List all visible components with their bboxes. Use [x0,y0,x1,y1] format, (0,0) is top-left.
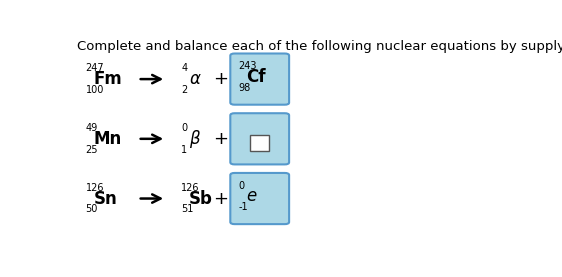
Text: Complete and balance each of the following nuclear equations by supplying the mi: Complete and balance each of the followi… [77,40,562,53]
Text: 98: 98 [238,83,251,93]
Text: Fm: Fm [93,70,122,88]
Text: Cf: Cf [246,68,265,86]
Text: 0: 0 [182,123,188,133]
FancyBboxPatch shape [230,53,289,105]
FancyBboxPatch shape [250,135,269,151]
Text: +: + [213,130,228,148]
FancyBboxPatch shape [230,113,289,165]
Text: +: + [213,189,228,207]
Text: 51: 51 [182,204,194,214]
Text: Sb: Sb [189,189,213,207]
Text: +: + [213,70,228,88]
Text: -1: -1 [238,202,248,212]
Text: 50: 50 [85,204,98,214]
Text: Sn: Sn [93,189,117,207]
Text: 2: 2 [182,85,188,95]
Text: 49: 49 [85,123,98,133]
Text: 4: 4 [182,63,188,73]
FancyBboxPatch shape [230,173,289,224]
Text: 243: 243 [238,61,257,71]
Text: e: e [246,188,256,206]
Text: 126: 126 [182,183,200,193]
Text: 25: 25 [85,145,98,155]
Text: 1: 1 [182,145,188,155]
Text: β: β [189,130,200,148]
Text: Mn: Mn [93,130,121,148]
Text: 100: 100 [85,85,104,95]
Text: 0: 0 [238,181,244,191]
Text: α: α [189,70,200,88]
Text: 126: 126 [85,183,104,193]
Text: 247: 247 [85,63,104,73]
